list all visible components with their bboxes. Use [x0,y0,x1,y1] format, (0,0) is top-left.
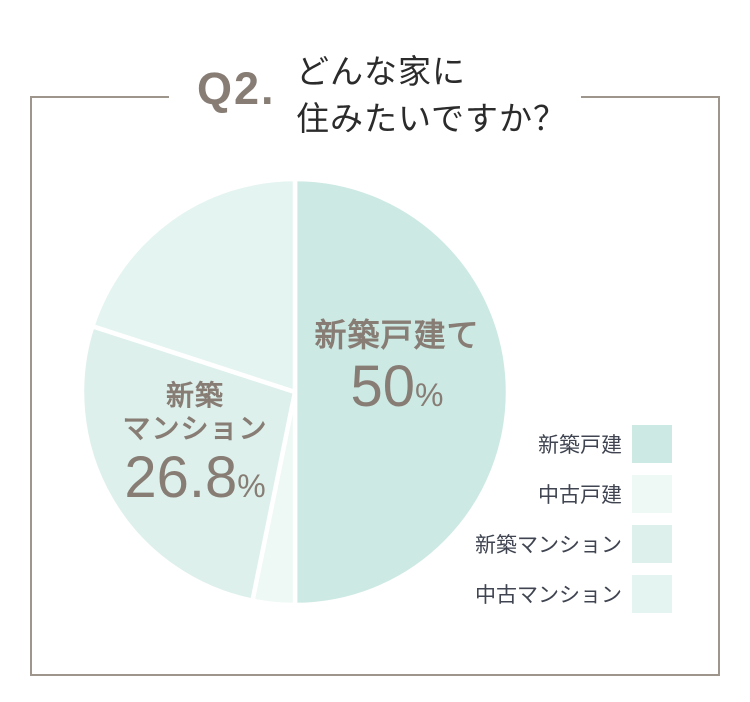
page-title-line1: どんな家に [296,53,466,90]
legend-swatch [632,425,672,463]
legend-item-chuko-mansion: 中古マンション [475,575,672,613]
slice-name: 新築戸建て [314,317,480,353]
slice-name-line2: マンション [122,413,268,444]
percent-sign: % [415,377,444,413]
slice-value: 26.8% [124,445,266,510]
pie-chart [79,176,511,608]
slice-name-line1: 新築 [165,380,224,411]
pie-label-shinchiku-mansion: 新築 マンション 26.8% [95,379,295,507]
page-title: どんな家に 住みたいですか？ [296,48,567,142]
pie-slice-2 [79,323,298,603]
pie-label-shinchiku-kodate: 新築戸建て 50% [297,316,497,416]
legend-item-shinchiku-mansion: 新築マンション [475,525,672,563]
page-title-line2: 住みたいですか？ [296,100,568,137]
legend-item-shinchiku-kodate: 新築戸建 [475,425,672,463]
legend-label: 中古マンション [475,584,622,607]
legend-swatch [632,475,672,513]
percent-sign: % [237,468,266,504]
legend: 新築戸建 中古戸建 新築マンション 中古マンション [475,425,672,625]
frame-top-gap [169,93,581,101]
legend-swatch [632,525,672,563]
pie-slice-3 [90,176,298,395]
question-number: Q2. [197,63,276,114]
legend-label: 新築戸建 [538,434,622,457]
legend-swatch [632,575,672,613]
pie-slice-0 [292,176,511,608]
legend-label: 新築マンション [475,534,622,557]
legend-item-chuko-kodate: 中古戸建 [475,475,672,513]
legend-label: 中古戸建 [538,484,622,507]
slice-value: 50% [350,354,444,419]
